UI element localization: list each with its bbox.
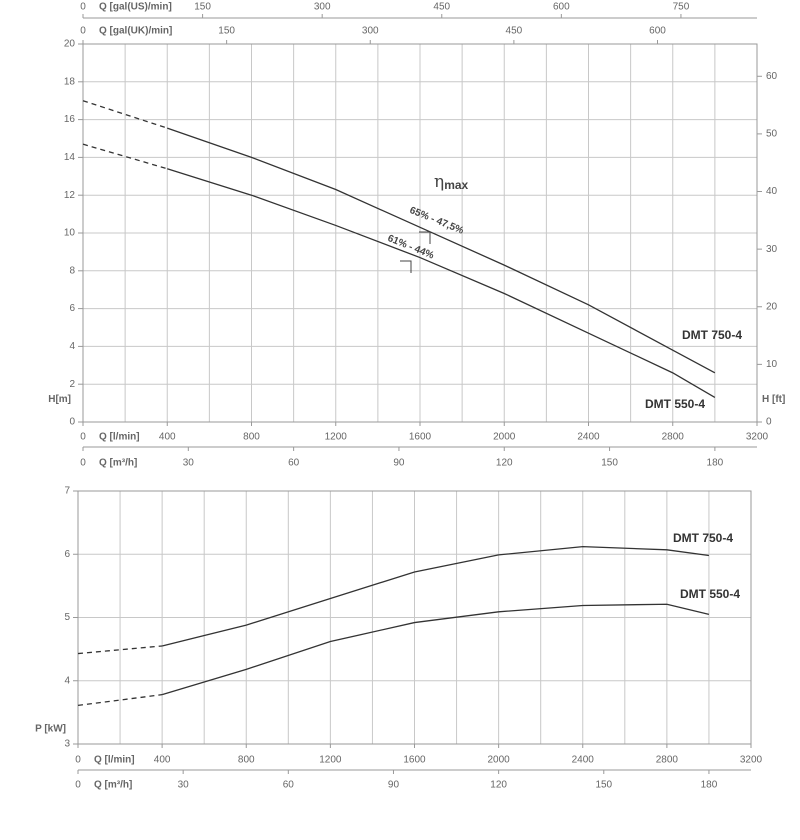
x-tick-label: 2400 [572,755,595,766]
x-extra-tick-label: 600 [649,26,666,37]
curve [161,603,710,696]
x-extra-tick-label: 450 [433,2,450,13]
x-extra-tick-label: 120 [496,458,513,469]
x-extra-axis-label: Q [m³/h] [99,458,137,469]
x-extra-axis-label: Q [m³/h] [94,780,132,791]
x-extra-tick-label: 90 [393,458,405,469]
series-label: DMT 550-4 [645,397,705,411]
x-tick-label: 2000 [488,755,511,766]
x-tick-label: 0 [80,432,86,443]
x-tick-label: 1600 [409,432,432,443]
eta-symbol: η [434,172,444,192]
y-tick-label: 18 [64,76,76,87]
x-extra-tick-label: 150 [601,458,618,469]
x-extra-axis-label: Q [gal(US)/min] [99,2,172,13]
curve [161,546,710,647]
y2-tick-label: 20 [766,301,778,312]
y-tick-label: 5 [64,612,70,623]
x-tick-label: 800 [243,432,260,443]
x-axis-label: Q [l/min] [94,755,135,766]
x-tick-label: 3200 [740,755,763,766]
curve [167,168,716,398]
x-extra-tick-label: 180 [701,780,718,791]
x-extra-tick-label: 60 [288,458,300,469]
x-tick-label: 1200 [319,755,342,766]
x-tick-label: 2000 [493,432,516,443]
x-tick-label: 2800 [656,755,679,766]
y2-axis-label: H [ft] [762,394,785,405]
x-extra-tick-label: 150 [218,26,235,37]
x-extra-tick-label: 150 [194,2,211,13]
y2-tick-label: 0 [766,417,772,428]
x-extra-tick-label: 750 [673,2,690,13]
x-extra-tick-label: 600 [553,2,570,13]
series-label: DMT 750-4 [673,531,733,545]
y-tick-label: 7 [64,486,70,497]
y2-tick-label: 50 [766,129,778,140]
eta-max: ηmax [434,172,469,193]
efficiency-marker [400,260,412,273]
x-extra-tick-label: 0 [75,780,81,791]
y-tick-label: 14 [64,152,76,163]
y-axis-label: P [kW] [35,723,66,734]
x-extra-tick-label: 30 [178,780,190,791]
x-extra-tick-label: 150 [595,780,612,791]
extrapolated-curve [82,143,168,170]
x-extra-tick-label: 30 [183,458,195,469]
x-tick-label: 400 [159,432,176,443]
y-tick-label: 4 [64,675,70,686]
x-tick-label: 1200 [325,432,348,443]
x-extra-tick-label: 90 [388,780,400,791]
x-extra-tick-label: 0 [80,2,86,13]
y-tick-label: 4 [69,341,75,352]
x-extra-tick-label: 450 [506,26,523,37]
x-extra-tick-label: 0 [80,458,86,469]
y-tick-label: 12 [64,190,76,201]
efficiency-label: 65% - 47,5% [408,205,465,237]
x-tick-label: 2400 [577,432,600,443]
y-tick-label: 0 [69,417,75,428]
y-axis-label: H[m] [48,394,71,405]
x-axis-label: Q [l/min] [99,432,140,443]
series-label: DMT 550-4 [680,587,740,601]
y-tick-label: 3 [64,739,70,750]
y2-tick-label: 60 [766,71,778,82]
x-extra-tick-label: 180 [707,458,724,469]
y-tick-label: 2 [69,379,75,390]
x-extra-tick-label: 60 [283,780,295,791]
extrapolated-curve [82,100,168,129]
x-extra-tick-label: 300 [362,26,379,37]
curve [167,127,716,374]
y2-tick-label: 30 [766,244,778,255]
y-tick-label: 8 [69,265,75,276]
y-tick-label: 16 [64,114,76,125]
x-tick-label: 2800 [662,432,685,443]
x-extra-axis-label: Q [gal(UK)/min] [99,26,172,37]
eta-sub: max [444,178,468,192]
y-tick-label: 10 [64,228,76,239]
x-tick-label: 800 [238,755,255,766]
y2-tick-label: 10 [766,359,778,370]
y-tick-label: 6 [69,303,75,314]
efficiency-marker [419,231,431,244]
x-tick-label: 1600 [403,755,426,766]
x-extra-tick-label: 0 [80,26,86,37]
y-tick-label: 20 [64,39,76,50]
x-extra-tick-label: 300 [314,2,331,13]
x-tick-label: 400 [154,755,171,766]
x-tick-label: 0 [75,755,81,766]
x-extra-tick-label: 120 [490,780,507,791]
x-tick-label: 3200 [746,432,769,443]
y2-tick-label: 40 [766,186,778,197]
series-label: DMT 750-4 [682,328,742,342]
y-tick-label: 6 [64,549,70,560]
